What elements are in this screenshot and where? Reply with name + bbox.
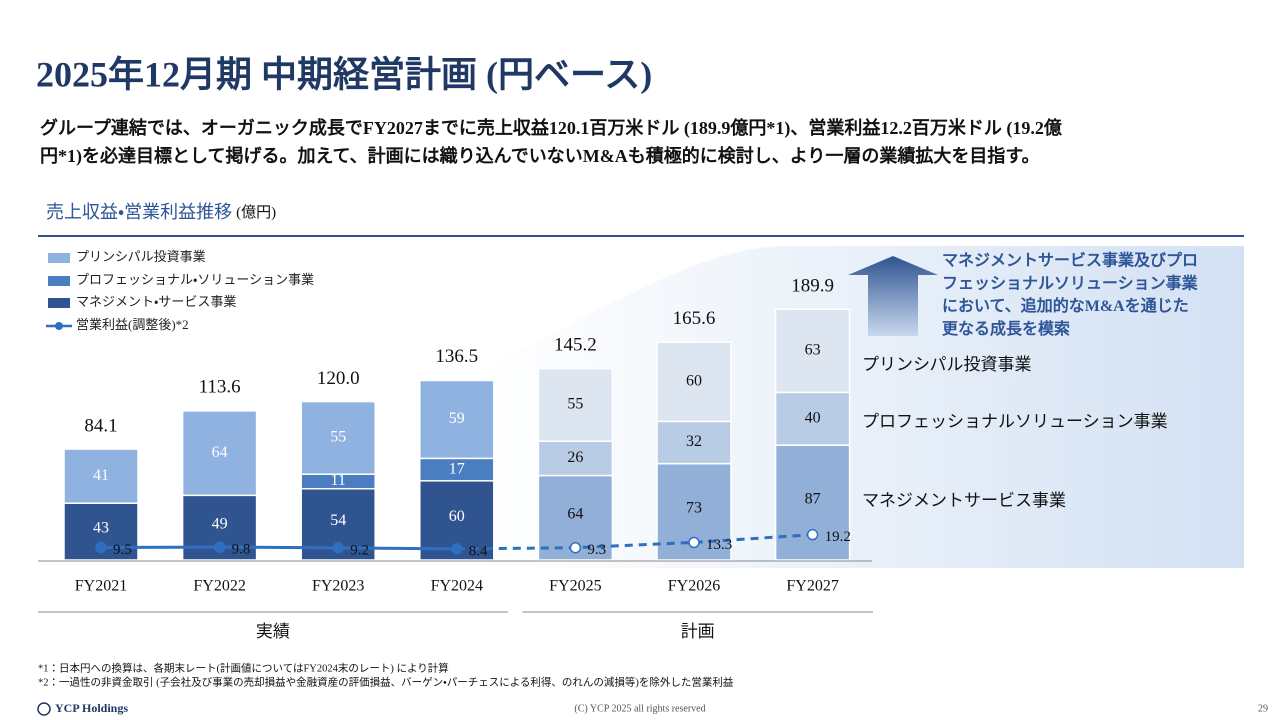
x-tick-label: FY2027	[786, 578, 838, 595]
segment-label: 54	[330, 512, 346, 529]
x-tick-label: FY2022	[193, 578, 245, 595]
segment-label: 87	[805, 490, 821, 507]
legend-label: 営業利益(調整後)*2	[76, 317, 189, 332]
bar-segment	[656, 341, 732, 423]
legend-swatch	[48, 298, 70, 308]
bar-segment	[774, 308, 851, 394]
chart-title: 売上収益・営業利益推移	[46, 202, 232, 222]
footnote: *2：一過性の非資金取引 (子会社及び事業の売却損益や金融資産の評価損益、バーゲ…	[38, 675, 734, 688]
bar-segment	[63, 448, 139, 504]
bar-segment	[300, 400, 376, 475]
growth-arrow	[848, 256, 938, 336]
profit-marker	[95, 541, 107, 554]
profit-marker	[332, 542, 344, 554]
legend-marker	[55, 322, 63, 330]
total-label: 189.9	[791, 276, 834, 297]
bar-segment	[656, 420, 732, 465]
profit-line-plan	[456, 533, 813, 551]
x-tick-label: FY2024	[431, 578, 483, 595]
legend-label: プロフェッショナル・ソリューション事業	[76, 272, 314, 287]
segment-label: 55	[567, 396, 583, 413]
segment-name: プリンシパル投資事業	[862, 355, 1032, 374]
logo: YCP Holdings	[55, 701, 128, 715]
legend-swatch	[48, 276, 70, 286]
total-label: 113.6	[199, 376, 241, 397]
segment-label: 17	[449, 460, 465, 477]
total-label: 136.5	[435, 346, 478, 367]
segment-label: 43	[93, 519, 109, 536]
logo-mark	[37, 702, 51, 716]
segment-label: 60	[686, 372, 702, 389]
x-tick-label: FY2026	[668, 578, 720, 595]
callout-text: フェッショナルソリューション事業	[942, 273, 1199, 292]
segment-label: 73	[686, 499, 702, 516]
description: 円*1)を必達目標として掲げる。加えて、計画には織り込んでいないM&Aも積極的に…	[40, 145, 1040, 167]
total-label: 145.2	[554, 335, 597, 356]
bar-segment	[419, 379, 495, 460]
profit-label: 9.2	[350, 542, 369, 558]
segment-label: 59	[449, 410, 465, 427]
legend-swatch	[48, 253, 70, 263]
segment-label: 49	[212, 515, 228, 532]
callout-text: において、追加的なM&Aを通じた	[942, 296, 1189, 315]
segment-label: 64	[567, 505, 583, 522]
x-tick-label: FY2025	[549, 578, 601, 595]
profit-label: 9.8	[232, 542, 251, 558]
profit-marker	[451, 543, 463, 555]
legend-label: プリンシパル投資事業	[76, 249, 206, 264]
profit-label: 8.4	[469, 543, 488, 559]
segment-label: 60	[449, 508, 465, 525]
segment-label: 64	[212, 444, 228, 461]
segment-label: 40	[805, 409, 821, 426]
total-label: 165.6	[673, 308, 716, 329]
segment-label: 11	[330, 472, 345, 489]
bar-segment	[537, 367, 614, 442]
callout: マネジメントサービス事業及びプロフェッショナルソリューション事業において、追加的…	[942, 251, 1199, 338]
segment-label: 63	[805, 341, 821, 358]
bar-segment	[181, 410, 258, 497]
profit-label: 9.3	[587, 542, 606, 558]
bar-segment	[537, 440, 614, 477]
profit-label: 9.5	[113, 542, 132, 558]
profit-marker	[569, 541, 582, 554]
segment-label: 26	[567, 449, 583, 466]
total-label: 120.0	[317, 368, 360, 389]
callout-text: マネジメントサービス事業及びプロ	[942, 251, 1198, 270]
x-tick-label: FY2023	[312, 578, 364, 595]
group-label: 実績	[256, 622, 290, 641]
profit-line	[100, 545, 457, 551]
legend-label: マネジメント・サービス事業	[76, 294, 236, 309]
profit-label: 13.3	[706, 537, 732, 553]
profit-marker	[688, 536, 700, 549]
profit-marker	[806, 528, 819, 541]
title: 2025年12月期 中期経営計画 (円ベース)	[36, 54, 652, 94]
profit-marker	[213, 541, 226, 553]
chart-subtitle: 売上収益・営業利益推移 (億円)	[46, 202, 276, 222]
segment-name: マネジメントサービス事業	[862, 491, 1066, 510]
copyright: (C) YCP 2025 all rights reserved	[574, 703, 705, 714]
description: グループ連結では、オーガニック成長でFY2027までに売上収益120.1百万米ド…	[40, 117, 1062, 139]
total-label: 84.1	[84, 415, 117, 436]
profit-label: 19.2	[825, 529, 851, 545]
x-tick-label: FY2021	[75, 578, 127, 595]
segment-name: プロフェッショナルソリューション事業	[862, 412, 1168, 431]
segment-label: 55	[330, 429, 346, 446]
group-label: 計画	[681, 622, 715, 641]
unit: (億円)	[236, 204, 276, 221]
page-number: 29	[1258, 703, 1268, 714]
bar-segment	[774, 391, 851, 446]
segment-label: 32	[686, 433, 702, 450]
footnote: *1：日本円への換算は、各期末レート(計画値についてはFY2024末のレート) …	[38, 661, 449, 674]
segment-label: 41	[93, 467, 109, 484]
callout-text: 更なる成長を模索	[942, 319, 1070, 338]
